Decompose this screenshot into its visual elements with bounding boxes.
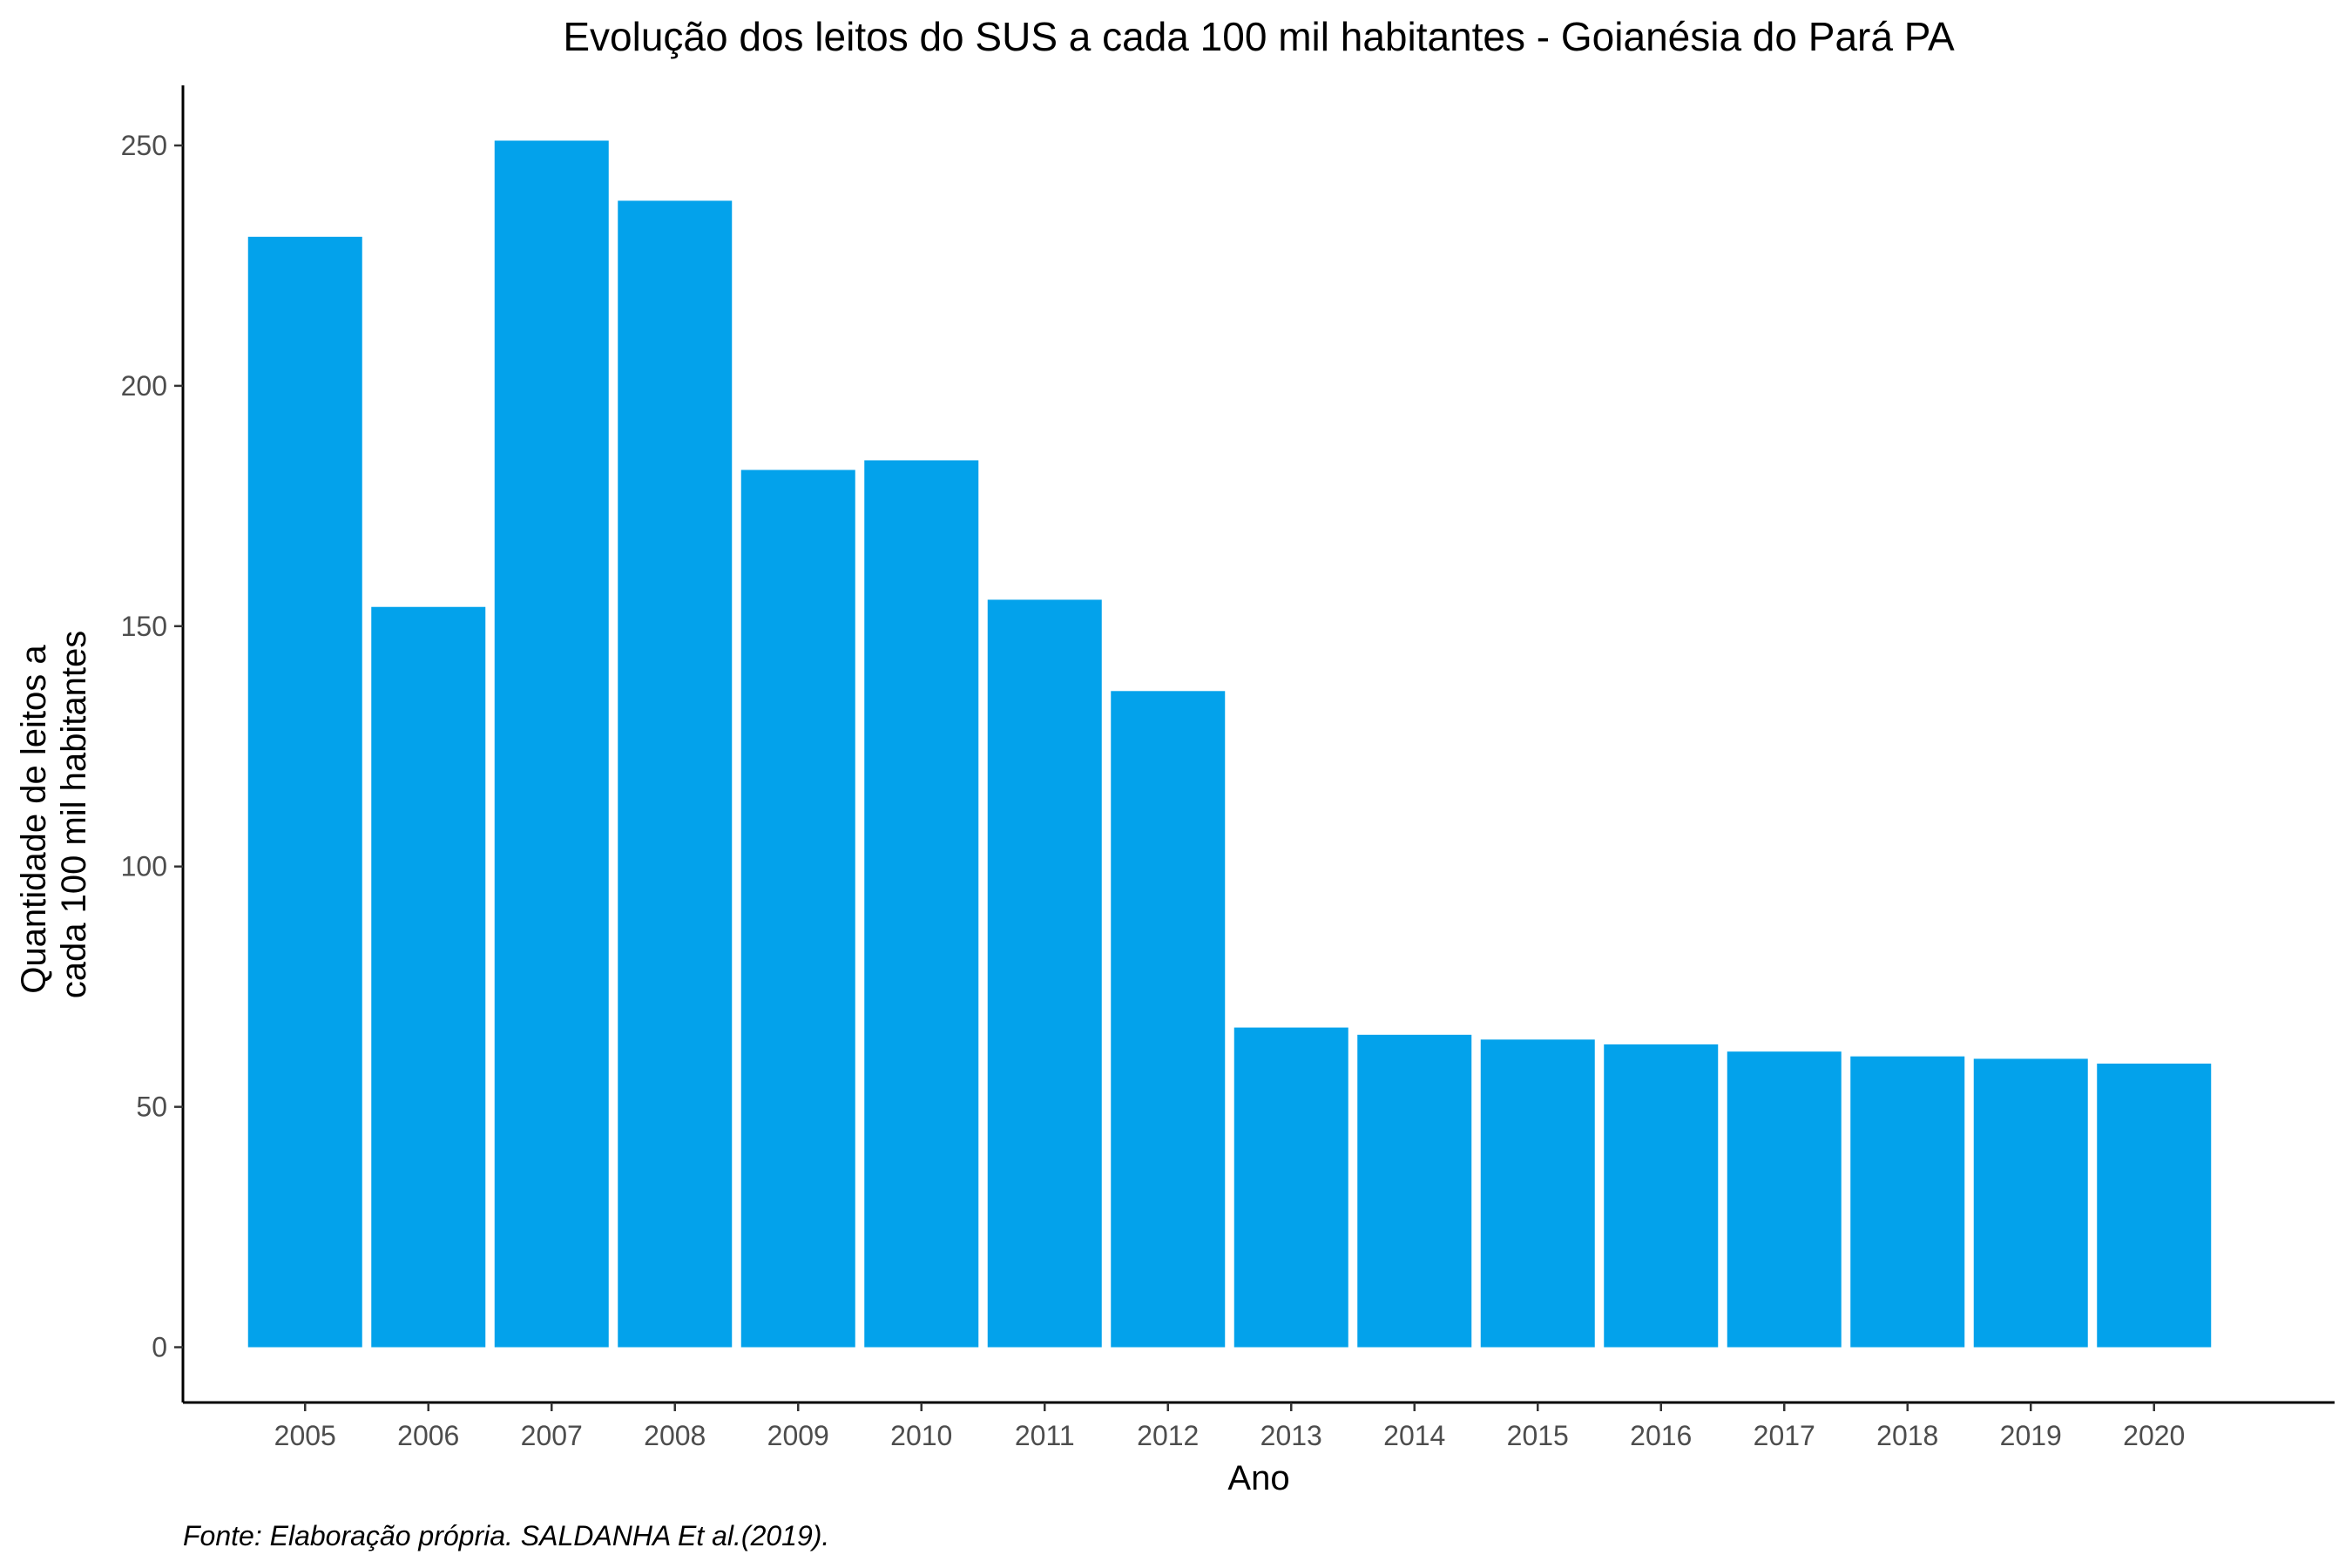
x-tick-label-2013: 2013	[1260, 1420, 1322, 1451]
bar-2013	[1233, 1027, 1348, 1348]
x-tick-label-2018: 2018	[1876, 1420, 1938, 1451]
y-axis-title-line-1: Quantidade de leitos a	[15, 645, 53, 994]
bar-2014	[1357, 1034, 1472, 1348]
bar-2011	[987, 599, 1102, 1348]
bar-2020	[2097, 1063, 2212, 1348]
x-tick-label-2020: 2020	[2123, 1420, 2185, 1451]
bar-2019	[1973, 1058, 2088, 1348]
x-tick-label-2016: 2016	[1630, 1420, 1692, 1451]
y-tick-label-100: 100	[121, 851, 167, 882]
y-tick-label-0: 0	[152, 1332, 167, 1363]
bar-2018	[1850, 1056, 1965, 1348]
bar-2015	[1480, 1039, 1595, 1348]
y-axis-ticks: 0 50 100 150 200 250	[121, 130, 183, 1363]
y-tick-label-150: 150	[121, 611, 167, 642]
x-tick-label-2017: 2017	[1754, 1420, 1815, 1451]
bar-2005	[247, 236, 362, 1348]
bar-2007	[494, 140, 609, 1348]
y-axis-title-line-2: cada 100 mil habitantes	[55, 631, 93, 999]
x-tick-label-2005: 2005	[274, 1420, 336, 1451]
x-tick-label-2008: 2008	[644, 1420, 706, 1451]
bar-2016	[1604, 1044, 1719, 1348]
x-tick-label-2006: 2006	[397, 1420, 459, 1451]
bars-group	[247, 140, 2212, 1348]
y-axis-title: Quantidade de leitos a cada 100 mil habi…	[15, 631, 93, 999]
bar-2006	[371, 606, 486, 1348]
y-tick-label-50: 50	[136, 1092, 167, 1123]
x-tick-label-2012: 2012	[1137, 1420, 1199, 1451]
x-axis-ticks: 2005 2006 2007 2008 2009 2010 2011 2012 2013 2014…	[274, 1402, 2185, 1451]
x-tick-label-2007: 2007	[521, 1420, 583, 1451]
x-axis-title: Ano	[1227, 1459, 1289, 1497]
x-tick-label-2015: 2015	[1507, 1420, 1569, 1451]
y-tick-label-200: 200	[121, 370, 167, 402]
source-caption: Fonte: Elaboração própria. SALDANHA Et a…	[183, 1520, 829, 1551]
bar-2010	[864, 460, 979, 1348]
x-tick-label-2019: 2019	[2000, 1420, 2062, 1451]
bar-2017	[1727, 1051, 1842, 1348]
x-tick-label-2010: 2010	[890, 1420, 952, 1451]
x-tick-label-2009: 2009	[767, 1420, 829, 1451]
bar-2009	[740, 470, 855, 1348]
y-tick-label-250: 250	[121, 130, 167, 161]
x-tick-label-2014: 2014	[1383, 1420, 1445, 1451]
bar-2012	[1111, 691, 1226, 1348]
x-tick-label-2011: 2011	[1015, 1420, 1075, 1451]
bar-2008	[618, 200, 733, 1348]
chart-title: Evolução dos leitos do SUS a cada 100 mi…	[563, 14, 1955, 59]
